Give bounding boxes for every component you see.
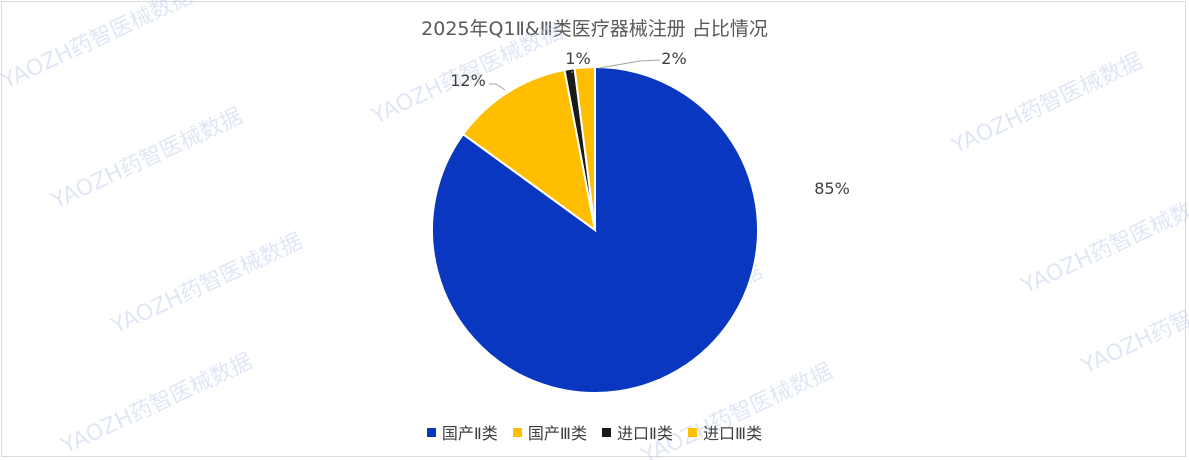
data-label-domestic-class2: 85% [814, 179, 850, 198]
pie-slice-imported-class3 [573, 65, 596, 231]
legend: 国产Ⅱ类 国产Ⅲ类 进口Ⅱ类 进口Ⅲ类 [0, 420, 1189, 444]
watermark: YAOZH药智医械数据 [1017, 189, 1189, 300]
watermark: YAOZH药智医械数据 [947, 49, 1146, 160]
chart-title: 2025年Q1Ⅱ&Ⅲ类医疗器械注册 占比情况 [421, 18, 768, 40]
legend-label: 进口Ⅱ类 [617, 424, 673, 443]
pie-slice-domestic-class3 [461, 68, 597, 233]
legend-item-domestic-class2: 国产Ⅱ类 [426, 420, 498, 444]
watermark: YAOZH药智医械数据 [0, 0, 196, 95]
watermark: YAOZH药智医械数据 [1077, 269, 1189, 380]
watermark: YAOZH药智医械数据 [47, 104, 246, 215]
data-label-imported-class3: 2% [661, 49, 686, 68]
watermark: YAOZH药智医械数据 [107, 229, 306, 340]
pie-slices [431, 65, 759, 394]
legend-label: 国产Ⅱ类 [441, 424, 498, 443]
legend-item-imported-class2: 进口Ⅱ类 [602, 420, 673, 444]
legend-swatch [426, 427, 436, 437]
leader-lines [489, 59, 661, 91]
legend-swatch [602, 427, 612, 437]
legend-item-imported-class3: 进口Ⅲ类 [688, 420, 762, 444]
legend-label: 进口Ⅲ类 [703, 424, 763, 443]
legend-swatch [512, 427, 522, 437]
legend-label: 国产Ⅲ类 [527, 424, 587, 443]
leader-line-domestic-class3 [489, 83, 506, 91]
data-label-imported-class2: 1% [565, 49, 590, 68]
data-labels: 85% 12% 1% 2% [450, 49, 850, 198]
data-label-domestic-class3: 12% [450, 71, 486, 90]
leader-line-imported-class3 [598, 59, 661, 69]
legend-item-domestic-class3: 国产Ⅲ类 [512, 420, 587, 444]
legend-swatch [688, 427, 698, 437]
